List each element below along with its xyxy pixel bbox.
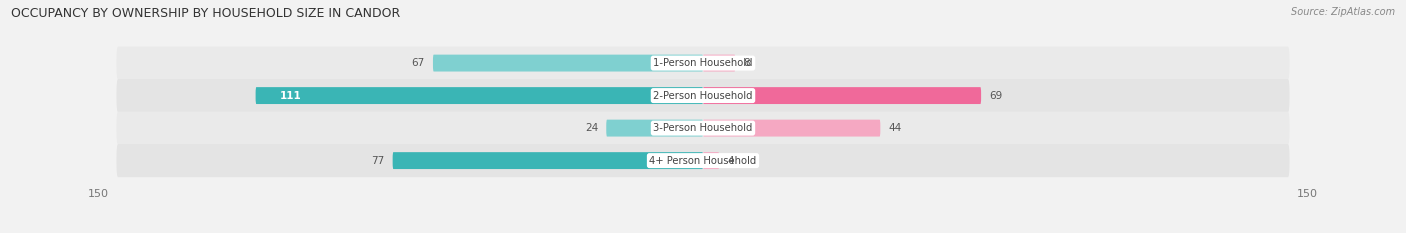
FancyBboxPatch shape xyxy=(606,120,703,137)
FancyBboxPatch shape xyxy=(117,144,1289,177)
FancyBboxPatch shape xyxy=(703,87,981,104)
FancyBboxPatch shape xyxy=(117,112,1289,145)
FancyBboxPatch shape xyxy=(256,87,703,104)
Text: 67: 67 xyxy=(412,58,425,68)
FancyBboxPatch shape xyxy=(703,55,735,72)
FancyBboxPatch shape xyxy=(392,152,703,169)
FancyBboxPatch shape xyxy=(703,152,718,169)
Text: 24: 24 xyxy=(585,123,598,133)
FancyBboxPatch shape xyxy=(117,79,1289,112)
FancyBboxPatch shape xyxy=(433,55,703,72)
Text: 8: 8 xyxy=(744,58,749,68)
FancyBboxPatch shape xyxy=(703,120,880,137)
Text: 2-Person Household: 2-Person Household xyxy=(654,91,752,101)
Text: 44: 44 xyxy=(889,123,901,133)
Text: 69: 69 xyxy=(990,91,1002,101)
Text: 111: 111 xyxy=(280,91,301,101)
Text: 3-Person Household: 3-Person Household xyxy=(654,123,752,133)
Text: 77: 77 xyxy=(371,156,385,166)
Text: 1-Person Household: 1-Person Household xyxy=(654,58,752,68)
Text: Source: ZipAtlas.com: Source: ZipAtlas.com xyxy=(1291,7,1395,17)
FancyBboxPatch shape xyxy=(117,47,1289,80)
Text: 4: 4 xyxy=(727,156,734,166)
Text: OCCUPANCY BY OWNERSHIP BY HOUSEHOLD SIZE IN CANDOR: OCCUPANCY BY OWNERSHIP BY HOUSEHOLD SIZE… xyxy=(11,7,401,20)
Text: 4+ Person Household: 4+ Person Household xyxy=(650,156,756,166)
